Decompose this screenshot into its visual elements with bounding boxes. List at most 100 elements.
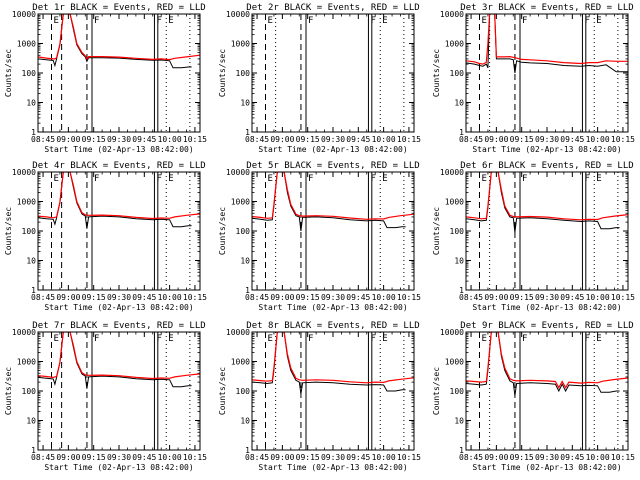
series-line-lld xyxy=(466,332,628,389)
plot-frame xyxy=(465,331,629,451)
ytick-label: 100 xyxy=(450,387,465,396)
event-marker-label: E xyxy=(596,174,601,184)
ytick-label: 1 xyxy=(459,128,464,137)
event-marker-label: F xyxy=(308,334,313,344)
xtick-label: 09:45 xyxy=(560,135,584,144)
xtick-label: 09:30 xyxy=(535,135,559,144)
xtick-label: 10:00 xyxy=(372,293,396,302)
xtick-label: 09:45 xyxy=(346,293,370,302)
ytick-label: 10 xyxy=(26,257,36,266)
xtick-label: 10:15 xyxy=(183,135,207,144)
xtick-label: 10:15 xyxy=(183,293,207,302)
plot-frame xyxy=(251,13,415,133)
xtick-label: 10:00 xyxy=(158,293,182,302)
x-axis-label: Start Time (02-Apr-13 08:42:00) xyxy=(44,463,193,472)
xtick-label: 08:45 xyxy=(459,135,483,144)
y-axis-label: Counts/sec xyxy=(4,207,13,255)
chart-title: Det 2r BLACK = Events, RED = LLD xyxy=(246,3,419,13)
xtick-label: 09:30 xyxy=(535,453,559,462)
ytick-label: 1 xyxy=(245,286,250,295)
series-line-lld xyxy=(38,332,200,380)
xtick-label: 10:00 xyxy=(586,293,610,302)
xtick-label: 08:45 xyxy=(245,135,269,144)
xtick-label: 09:30 xyxy=(535,293,559,302)
xtick-label: 09:45 xyxy=(132,135,156,144)
xtick-label: 09:15 xyxy=(82,453,106,462)
ytick-label: 100 xyxy=(236,387,251,396)
chart-title: Det 9r BLACK = Events, RED = LLD xyxy=(460,321,633,331)
xtick-label: 10:15 xyxy=(397,135,421,144)
y-axis-label: Counts/sec xyxy=(432,49,441,97)
chart-title: Det 6r BLACK = Events, RED = LLD xyxy=(460,161,633,171)
ytick-label: 10000 xyxy=(226,168,250,177)
ytick-label: 10000 xyxy=(226,10,250,19)
event-marker-label: E xyxy=(382,334,387,344)
ytick-label: 10 xyxy=(26,99,36,108)
x-axis-label: Start Time (02-Apr-13 08:42:00) xyxy=(258,463,407,472)
chart-title: Det 8r BLACK = Events, RED = LLD xyxy=(246,321,419,331)
plot-frame xyxy=(37,171,201,291)
event-marker-label: E xyxy=(168,334,173,344)
xtick-label: 09:00 xyxy=(484,453,508,462)
xtick-label: 09:15 xyxy=(510,453,534,462)
ytick-label: 10000 xyxy=(440,168,464,177)
chart-panel-7: Det 7r BLACK = Events, RED = LLD 1 10 100 10… xyxy=(4,321,207,472)
chart-panel-2: Det 2r BLACK = Events, RED = LLD 1 10 100 10… xyxy=(218,3,421,154)
xtick-label: 09:15 xyxy=(296,135,320,144)
series-line-events xyxy=(38,172,192,229)
ytick-label: 1000 xyxy=(445,198,464,207)
ytick-label: 1 xyxy=(459,286,464,295)
xtick-label: 08:45 xyxy=(31,135,55,144)
series-line-events xyxy=(38,332,192,389)
series-group xyxy=(466,172,628,233)
ytick-label: 1 xyxy=(245,446,250,455)
ytick-label: 100 xyxy=(236,227,251,236)
xtick-label: 10:00 xyxy=(158,135,182,144)
event-marker-label: E xyxy=(596,334,601,344)
event-marker-label: E xyxy=(482,174,487,184)
xtick-label: 09:15 xyxy=(296,453,320,462)
event-marker-label: F xyxy=(584,16,589,26)
xtick-label: 10:00 xyxy=(158,453,182,462)
xtick-label: 09:15 xyxy=(82,293,106,302)
xtick-label: 09:15 xyxy=(82,135,106,144)
y-axis-label: Counts/sec xyxy=(4,49,13,97)
event-marker-label: E xyxy=(268,16,273,26)
chart-panel-4: Det 4r BLACK = Events, RED = LLD 1 10 100 10… xyxy=(4,161,207,312)
event-marker-label: E xyxy=(268,334,273,344)
chart-title: Det 4r BLACK = Events, RED = LLD xyxy=(32,161,205,171)
xtick-label: 09:30 xyxy=(107,135,131,144)
plot-frame xyxy=(465,13,629,133)
event-marker-label: E xyxy=(382,174,387,184)
series-group xyxy=(466,332,628,396)
series-line-lld xyxy=(38,14,200,61)
xtick-label: 10:15 xyxy=(611,135,635,144)
ytick-label: 1 xyxy=(245,128,250,137)
xtick-label: 10:15 xyxy=(397,453,421,462)
xtick-label: 09:30 xyxy=(321,135,345,144)
event-marker-label: F xyxy=(308,16,313,26)
ytick-label: 10 xyxy=(454,99,464,108)
ytick-label: 10 xyxy=(240,257,250,266)
xtick-label: 09:45 xyxy=(132,293,156,302)
ytick-label: 10 xyxy=(240,99,250,108)
series-group xyxy=(38,332,200,389)
series-line-events xyxy=(466,14,628,74)
ytick-label: 100 xyxy=(22,387,37,396)
chart-panel-8: Det 8r BLACK = Events, RED = LLD 1 10 100 10… xyxy=(218,321,421,472)
series-group xyxy=(252,172,414,232)
event-marker-label: F xyxy=(522,334,527,344)
ytick-label: 100 xyxy=(22,69,37,78)
series-line-lld xyxy=(252,332,414,384)
series-group xyxy=(38,14,200,69)
chart-panel-3: Det 3r BLACK = Events, RED = LLD 1 10 100 10… xyxy=(432,3,635,154)
x-axis-label: Start Time (02-Apr-13 08:42:00) xyxy=(472,145,621,154)
xtick-label: 09:30 xyxy=(321,453,345,462)
ytick-label: 10 xyxy=(26,417,36,426)
event-marker-label: F xyxy=(370,334,375,344)
x-axis-label: Start Time (02-Apr-13 08:42:00) xyxy=(472,463,621,472)
event-marker-label: F xyxy=(156,334,161,344)
xtick-label: 09:45 xyxy=(560,293,584,302)
event-marker-label: E xyxy=(168,174,173,184)
ytick-label: 1000 xyxy=(231,358,250,367)
